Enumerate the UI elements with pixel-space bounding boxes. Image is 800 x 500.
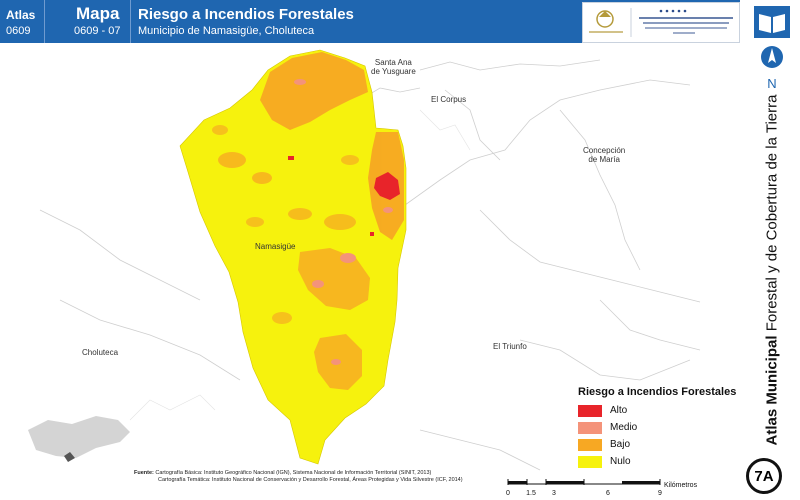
map-label: Mapa [76, 4, 120, 23]
legend-title: Riesgo a Incendios Forestales [578, 386, 737, 398]
map-code: 0609 - 07 [74, 25, 121, 37]
vertical-title: Atlas Municipal Forestal y de Cobertura … [764, 95, 781, 446]
legend-item-nulo: Nulo [578, 453, 748, 470]
municipal-boundaries [39, 59, 701, 471]
inset-country-map [28, 416, 130, 458]
place-concepcion: Concepción de María [583, 146, 625, 164]
map-subtitle: Municipio de Namasigüe, Choluteca [138, 25, 315, 37]
header-bar: Atlas 0609 Mapa 0609 - 07 Riesgo a Incen… [0, 0, 740, 43]
legend-label-bajo: Bajo [610, 439, 631, 450]
map-canvas [28, 49, 701, 471]
legend-item-medio: Medio [578, 419, 748, 436]
north-arrow-icon: N [761, 46, 783, 90]
place-choluteca: Choluteca [82, 348, 119, 357]
institution-logos [582, 2, 740, 43]
inset-location-marker [64, 452, 75, 462]
vertical-title-rest: Forestal y de Cobertura de la Tierra [763, 94, 781, 336]
legend-item-bajo: Bajo [578, 436, 748, 453]
place-el-triunfo: El Triunfo [493, 342, 527, 351]
map-title: Riesgo a Incendios Forestales [138, 6, 354, 23]
north-letter: N [767, 76, 776, 90]
map-badge: 7A [746, 458, 782, 494]
scale-bar: 0 1.5 3 6 9 Kilómetros [506, 479, 698, 497]
map-number-box: Mapa 0609 - 07 [66, 0, 131, 43]
risk-alto-areas [288, 156, 400, 236]
scale-tick-4: 9 [658, 490, 662, 497]
place-namasigue: Namasigüe [255, 242, 296, 251]
source-line-1: Cartografía Básica: Instituto Geográfico… [155, 470, 432, 476]
atlas-box: Atlas 0609 [0, 0, 45, 43]
vertical-title-bold: Atlas Municipal [763, 335, 781, 446]
source-line-2: Cartografía Temática: Instituto Nacional… [158, 477, 463, 483]
atlas-code: 0609 [6, 25, 31, 37]
scale-unit: Kilómetros [664, 482, 698, 489]
legend-label-nulo: Nulo [610, 456, 631, 467]
legend-swatch-alto [578, 404, 602, 417]
risk-medio-areas [294, 79, 393, 365]
place-santa-ana-line1: Santa Ana [374, 58, 412, 67]
book-icon [754, 6, 790, 38]
source-credits: Fuente: Cartografía Básica: Instituto Ge… [134, 470, 504, 484]
emblem-icon [589, 8, 733, 37]
place-el-corpus: El Corpus [431, 95, 467, 104]
place-concepcion-line1: Concepción [583, 146, 626, 155]
legend: Riesgo a Incendios Forestales Alto Medio… [578, 386, 748, 470]
scale-tick-1: 1.5 [526, 490, 536, 497]
legend-swatch-bajo [578, 438, 602, 451]
place-santa-ana-line2: de Yusguare [371, 67, 416, 76]
scale-tick-3: 6 [606, 490, 610, 497]
place-santa-ana: Santa Ana de Yusguare [371, 58, 416, 76]
legend-swatch-nulo [578, 455, 602, 468]
legend-label-medio: Medio [610, 422, 638, 433]
place-concepcion-line2: de María [588, 155, 620, 164]
scale-tick-0: 0 [506, 490, 510, 497]
legend-swatch-medio [578, 421, 602, 434]
atlas-label: Atlas [6, 8, 36, 22]
source-label: Fuente: [134, 470, 154, 476]
scale-tick-2: 3 [552, 490, 556, 497]
legend-label-alto: Alto [610, 405, 628, 416]
rivers [129, 109, 471, 421]
legend-item-alto: Alto [578, 402, 748, 419]
